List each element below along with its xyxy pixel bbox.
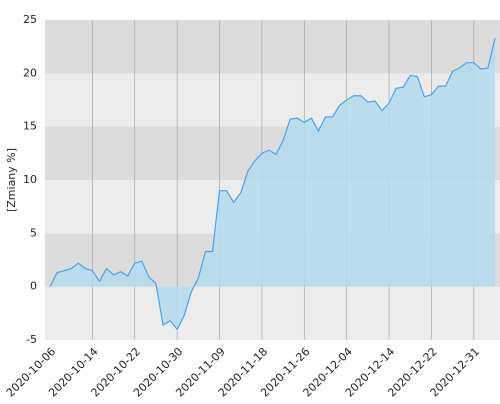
y-tick-label: 10: [23, 173, 37, 186]
y-axis-label: [Zmiany %]: [5, 148, 18, 212]
y-tick-label: 25: [23, 13, 37, 26]
y-tick-label: 5: [30, 226, 37, 239]
y-tick-label: 20: [23, 66, 37, 79]
background-band: [45, 286, 500, 340]
line: [49, 37, 496, 331]
y-tick-label: 0: [30, 280, 37, 293]
background-band: [45, 20, 500, 74]
area: [50, 38, 495, 330]
y-tick-label: -5: [26, 333, 37, 346]
y-tick-label: 15: [23, 120, 37, 133]
